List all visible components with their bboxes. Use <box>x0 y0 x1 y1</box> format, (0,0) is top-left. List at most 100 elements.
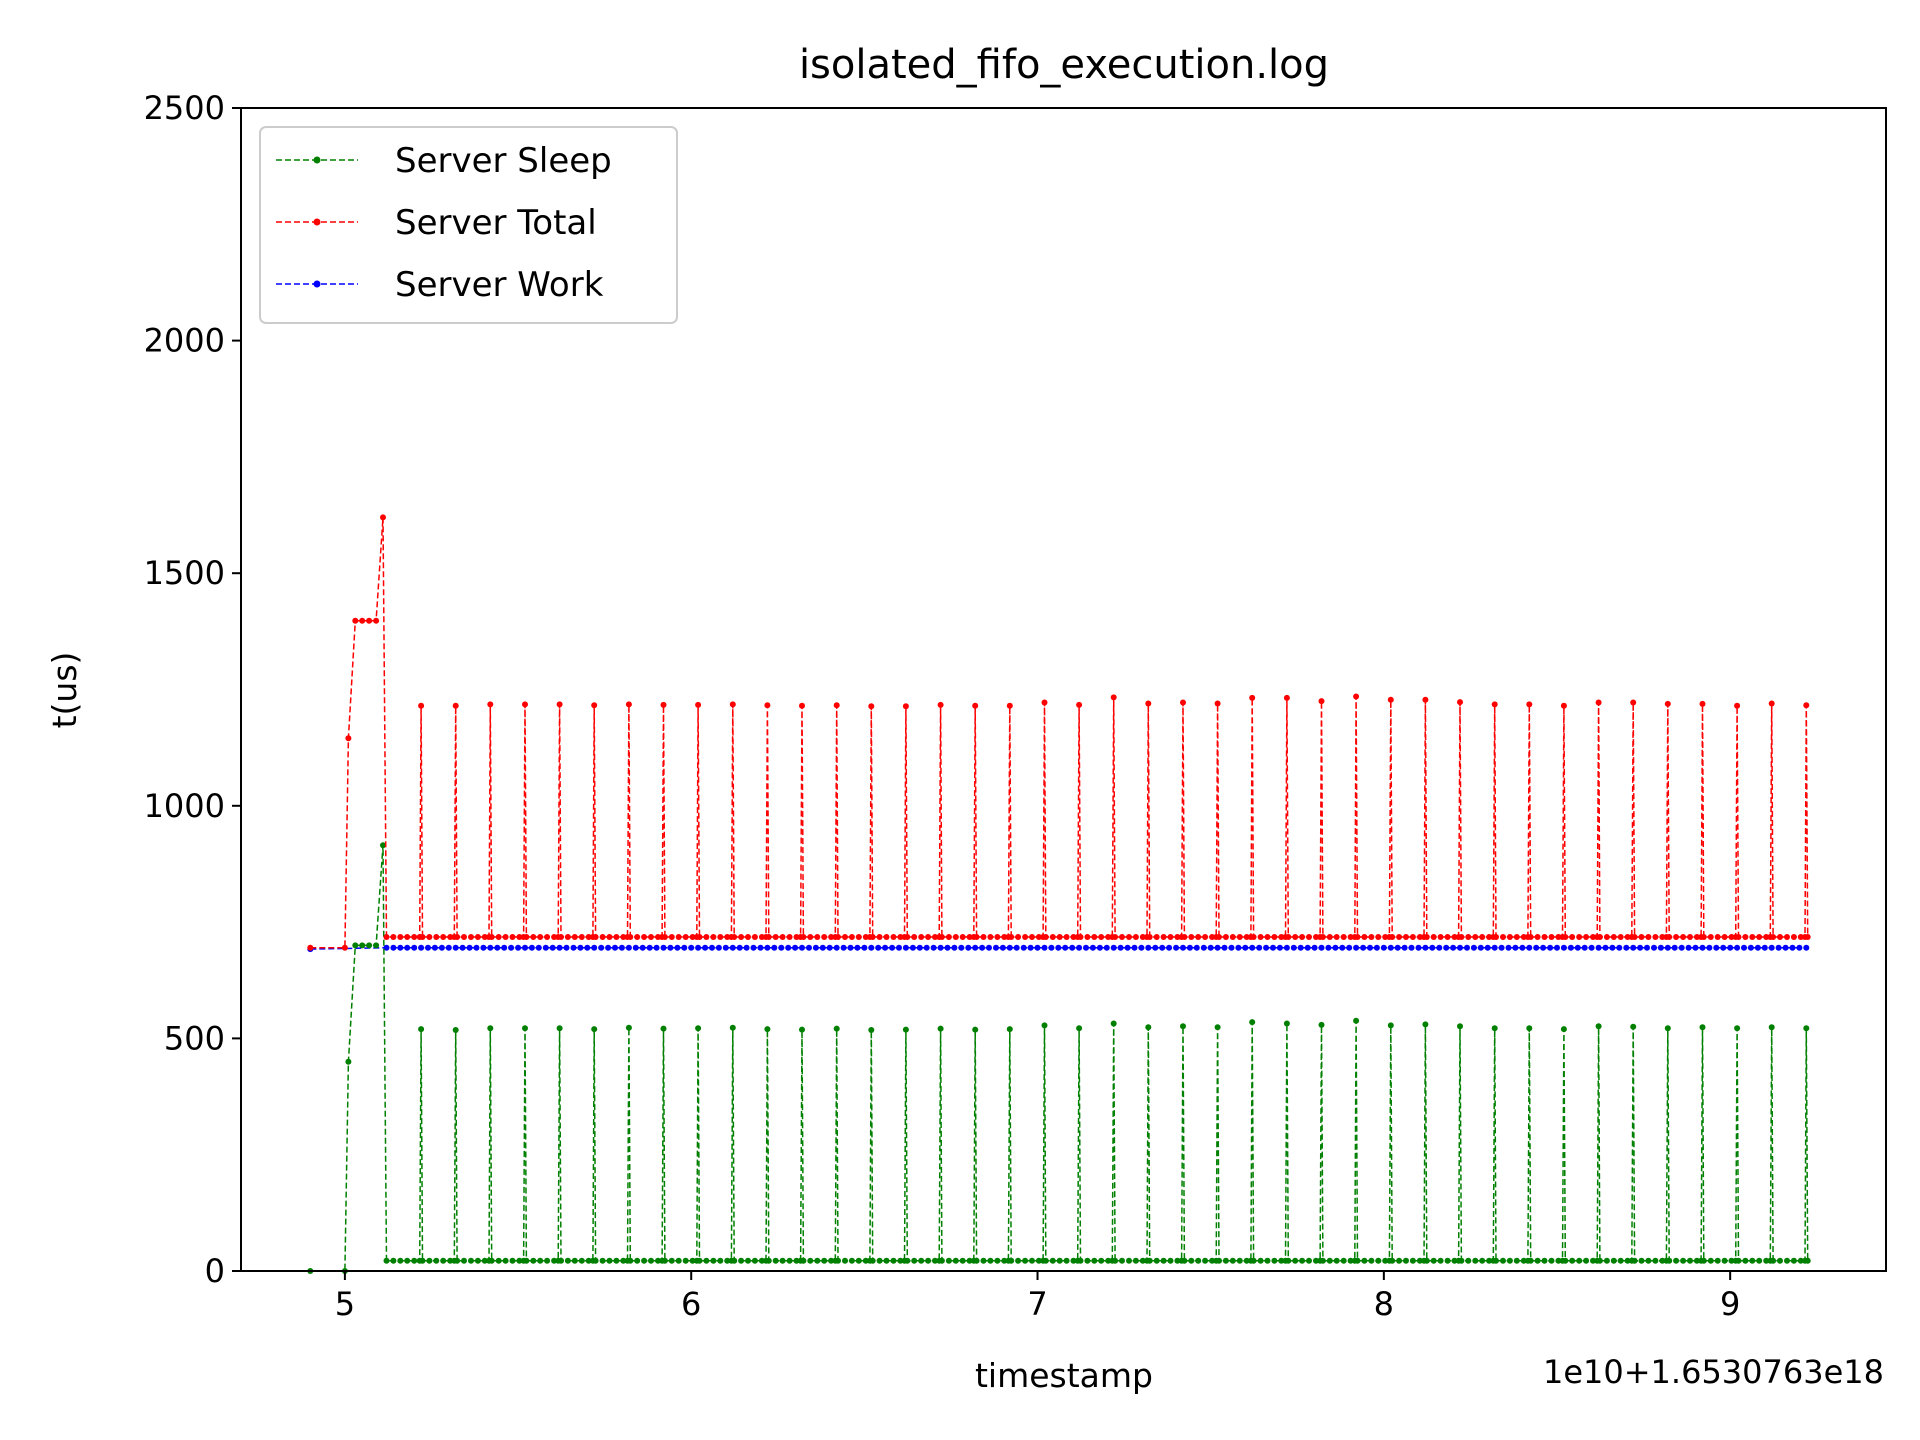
data-point-server-work <box>1297 944 1304 951</box>
data-point-server-total <box>599 934 606 940</box>
data-point-server-work <box>612 944 618 951</box>
data-point-server-sleep <box>1126 1257 1132 1264</box>
data-point-server-sleep <box>758 1257 765 1264</box>
data-point-server-total <box>1645 934 1652 940</box>
data-point-server-total <box>868 703 875 710</box>
data-point-server-total <box>1548 934 1555 940</box>
data-point-server-total <box>668 934 675 940</box>
data-point-server-sleep <box>696 1257 703 1264</box>
data-point-server-work <box>840 944 847 951</box>
data-point-server-work <box>466 944 473 951</box>
data-point-server-sleep <box>799 1026 805 1033</box>
data-point-server-total <box>1318 698 1325 705</box>
data-point-server-sleep <box>729 1024 736 1031</box>
series-server-total <box>307 514 1811 951</box>
data-point-server-total <box>883 934 890 940</box>
data-point-server-sleep <box>1292 1257 1299 1264</box>
data-point-server-total <box>1084 934 1091 940</box>
data-point-server-work <box>1131 944 1138 951</box>
data-point-server-work <box>702 944 709 951</box>
data-point-server-sleep <box>397 1257 404 1264</box>
data-point-server-total <box>937 701 944 708</box>
data-point-server-sleep <box>1209 1257 1216 1264</box>
data-point-server-sleep <box>897 1257 904 1264</box>
data-point-server-work <box>577 944 584 951</box>
data-point-server-total <box>530 934 537 940</box>
data-point-server-sleep <box>1664 1025 1671 1032</box>
data-point-server-total <box>703 934 710 940</box>
data-point-server-total <box>902 703 909 710</box>
data-point-server-sleep <box>1687 1257 1693 1264</box>
data-point-server-total <box>911 934 918 940</box>
data-point-server-total <box>1105 934 1112 940</box>
data-point-server-total <box>918 934 925 940</box>
data-point-server-total <box>1638 934 1645 940</box>
data-point-server-work <box>1020 944 1027 951</box>
data-point-server-total <box>1457 699 1463 706</box>
data-point-server-total <box>764 702 771 709</box>
legend-label-server-total: Server Total <box>395 203 597 243</box>
data-point-server-total <box>1098 934 1105 940</box>
data-point-server-work <box>1415 944 1422 951</box>
data-point-server-total <box>793 934 800 940</box>
data-point-server-total <box>1278 934 1285 940</box>
data-point-server-total <box>1167 934 1174 940</box>
data-point-server-total <box>1491 701 1498 708</box>
data-point-server-sleep <box>1299 1257 1306 1264</box>
data-point-server-sleep <box>366 942 373 949</box>
data-point-server-work <box>1477 944 1484 951</box>
legend-marker-server-total <box>313 218 321 226</box>
data-point-server-sleep <box>876 1257 883 1264</box>
data-point-server-total <box>564 934 571 940</box>
data-point-server-sleep <box>1015 1257 1022 1264</box>
data-point-server-total <box>661 934 668 940</box>
data-point-server-sleep <box>1029 1257 1035 1264</box>
data-point-server-sleep <box>1382 1257 1389 1264</box>
data-point-server-total <box>1070 934 1077 940</box>
data-point-server-work <box>1117 944 1124 951</box>
data-point-server-sleep <box>1728 1257 1735 1264</box>
data-point-server-sleep <box>1049 1257 1056 1264</box>
data-point-server-total <box>1146 934 1153 940</box>
data-point-server-work <box>909 944 916 951</box>
data-point-server-work <box>847 944 854 951</box>
data-point-server-total <box>738 934 745 940</box>
data-point-server-sleep <box>1768 1024 1775 1031</box>
data-point-server-sleep <box>1285 1257 1292 1264</box>
data-point-server-sleep <box>724 1257 731 1264</box>
x-axis-offset-text: 1e10+1.6530763e18 <box>1543 1353 1884 1391</box>
data-point-server-total <box>1797 934 1804 940</box>
data-point-server-sleep <box>1590 1257 1596 1264</box>
data-point-server-sleep <box>404 1257 411 1264</box>
data-point-server-sleep <box>703 1257 710 1264</box>
data-point-server-total <box>1347 934 1354 940</box>
data-point-server-sleep <box>1271 1257 1278 1264</box>
data-point-server-sleep <box>613 1257 620 1264</box>
data-point-server-work <box>1138 944 1145 951</box>
data-point-server-total <box>1126 934 1132 940</box>
data-point-server-total <box>1699 700 1706 707</box>
data-point-server-work <box>1249 944 1256 951</box>
data-point-server-total <box>418 702 425 709</box>
data-point-server-total <box>765 934 772 940</box>
data-point-server-sleep <box>1188 1257 1195 1264</box>
data-point-server-work <box>1470 944 1477 951</box>
data-point-server-total <box>474 934 481 940</box>
data-point-server-total <box>1110 694 1117 701</box>
data-point-server-sleep <box>1396 1257 1403 1264</box>
data-point-server-sleep <box>1139 1257 1146 1264</box>
data-point-server-total <box>1271 934 1278 940</box>
data-point-server-sleep <box>1735 1257 1742 1264</box>
data-point-server-total <box>1520 934 1527 940</box>
data-point-server-work <box>1727 944 1734 951</box>
data-point-server-work <box>1443 944 1450 951</box>
data-point-server-work <box>438 944 445 951</box>
data-point-server-work <box>1574 944 1581 951</box>
data-point-server-total <box>772 934 779 940</box>
data-point-server-work <box>459 944 466 951</box>
data-point-server-total <box>1659 934 1666 940</box>
data-point-server-sleep <box>772 1257 779 1264</box>
data-point-server-total <box>959 934 966 940</box>
data-point-server-sleep <box>1423 1257 1430 1264</box>
data-point-server-total <box>828 934 835 940</box>
